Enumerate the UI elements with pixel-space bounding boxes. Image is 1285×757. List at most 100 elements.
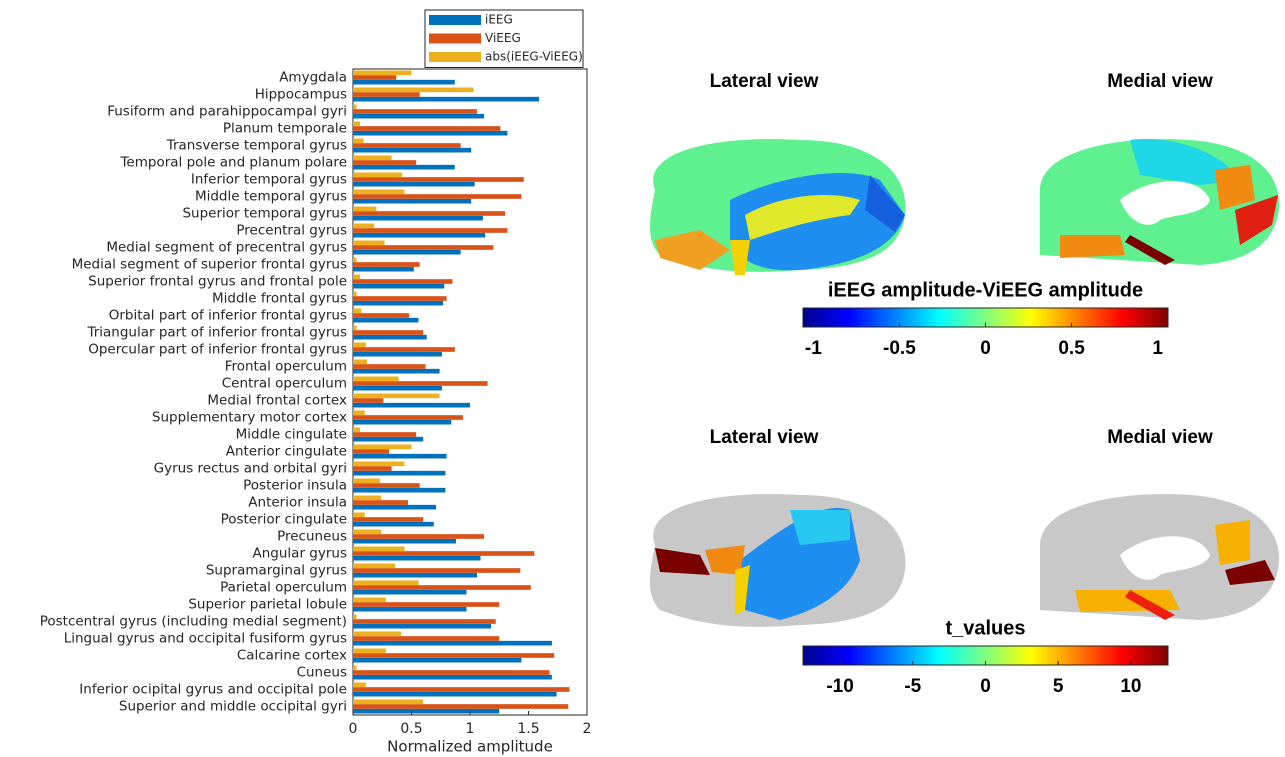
bar — [353, 296, 447, 301]
view-label: Lateral view — [710, 71, 819, 92]
y-tick-label: Posterior insula — [243, 478, 347, 494]
y-tick-label: Anterior insula — [248, 495, 347, 511]
bar — [353, 139, 364, 144]
bar — [353, 683, 366, 688]
brain-map — [650, 139, 1279, 275]
bar — [353, 488, 445, 493]
figure: AmygdalaHippocampusFusiform and parahipp… — [0, 0, 1285, 757]
bar — [353, 551, 534, 556]
bar — [353, 641, 552, 646]
bar — [353, 500, 408, 505]
bar — [353, 216, 483, 221]
y-tick-label: Middle temporal gyrus — [195, 189, 347, 205]
y-tick-label: Superior and middle occipital gyri — [119, 699, 347, 715]
y-tick-label: Anterior cingulate — [226, 444, 347, 460]
colorbar-tick-label: 5 — [1053, 676, 1064, 697]
bar — [353, 190, 404, 195]
bar — [353, 394, 440, 399]
x-axis-label: Normalized amplitude — [387, 738, 553, 756]
bar — [353, 534, 484, 539]
bar — [353, 602, 499, 607]
colorbar-title: t_values — [945, 617, 1025, 639]
y-tick-label: Middle frontal gyrus — [212, 291, 347, 307]
legend-swatch — [429, 52, 481, 62]
bar — [353, 97, 539, 102]
bar — [353, 105, 357, 110]
bar — [353, 313, 409, 318]
bar — [353, 411, 365, 416]
bar — [353, 530, 381, 535]
bar — [353, 318, 419, 323]
bar — [353, 428, 360, 433]
bar — [353, 585, 531, 590]
colorbar-tick-label: 0 — [980, 338, 991, 359]
bar — [353, 292, 357, 297]
bar — [353, 88, 474, 93]
bar — [353, 471, 445, 476]
bar — [353, 432, 416, 437]
bar — [353, 445, 412, 450]
colorbar-tick-label: 10 — [1120, 676, 1141, 697]
bar — [353, 709, 499, 714]
view-label: Lateral view — [710, 427, 819, 448]
y-tick-label: Postcentral gyrus (including medial segm… — [40, 614, 347, 630]
bar — [353, 573, 477, 578]
x-tick-label: 2 — [583, 721, 592, 737]
bar — [353, 211, 505, 216]
y-tick-label: Triangular part of inferior frontal gyru… — [86, 325, 347, 341]
bar — [353, 250, 461, 255]
bar — [353, 556, 481, 561]
bar — [353, 156, 392, 161]
y-tick-label: Posterior cingulate — [221, 512, 347, 528]
bar — [353, 581, 419, 586]
bar — [353, 233, 485, 238]
bar — [353, 449, 389, 454]
y-tick-label: Orbital part of inferior frontal gyrus — [109, 308, 347, 324]
bar — [353, 624, 491, 629]
colorbar-tick-label: -1 — [805, 338, 822, 359]
bar — [353, 398, 383, 403]
bar — [353, 126, 500, 131]
bar — [353, 352, 442, 357]
x-tick-label: 0.5 — [400, 721, 422, 737]
bar — [353, 479, 380, 484]
bar — [353, 381, 488, 386]
y-tick-label: Middle cingulate — [236, 427, 347, 443]
y-tick-label: Lingual gyrus and occipital fusiform gyr… — [64, 631, 347, 647]
bar — [353, 505, 436, 510]
y-tick-label: Supramarginal gyrus — [206, 563, 347, 579]
y-tick-label: Supplementary motor cortex — [152, 410, 347, 426]
bar — [353, 207, 376, 212]
y-tick-label: Opercular part of inferior frontal gyrus — [88, 342, 347, 358]
bar — [353, 704, 568, 709]
bar — [353, 454, 447, 459]
y-tick-label: Superior parietal lobule — [188, 597, 347, 613]
bar — [353, 165, 455, 170]
bar — [353, 92, 420, 97]
x-tick-label: 1.5 — [517, 721, 539, 737]
bar — [353, 369, 440, 374]
bar — [353, 539, 456, 544]
y-tick-label: Medial frontal cortex — [207, 393, 347, 409]
bar — [353, 160, 416, 165]
bar — [353, 687, 569, 692]
bar — [353, 284, 444, 289]
bar — [353, 279, 452, 284]
y-tick-label: Inferior ocipital gyrus and occipital po… — [79, 682, 347, 698]
y-tick-label: Cuneus — [297, 665, 347, 681]
bar — [353, 513, 365, 518]
brain-map — [650, 494, 1279, 627]
colorbar-tick-label: 1 — [1152, 338, 1163, 359]
bar — [353, 547, 404, 552]
colorbar-tick-label: -0.5 — [883, 338, 916, 359]
bar — [353, 330, 423, 335]
bar — [353, 483, 420, 488]
bar — [353, 632, 401, 637]
y-tick-label: Superior frontal gyrus and frontal pole — [88, 274, 347, 290]
y-tick-label: Angular gyrus — [253, 546, 347, 562]
y-tick-label: Precuneus — [277, 529, 347, 545]
bar — [353, 194, 521, 199]
y-tick-label: Calcarine cortex — [237, 648, 347, 664]
legend-swatch — [429, 15, 481, 25]
y-tick-label: Superior temporal gyrus — [182, 206, 347, 222]
